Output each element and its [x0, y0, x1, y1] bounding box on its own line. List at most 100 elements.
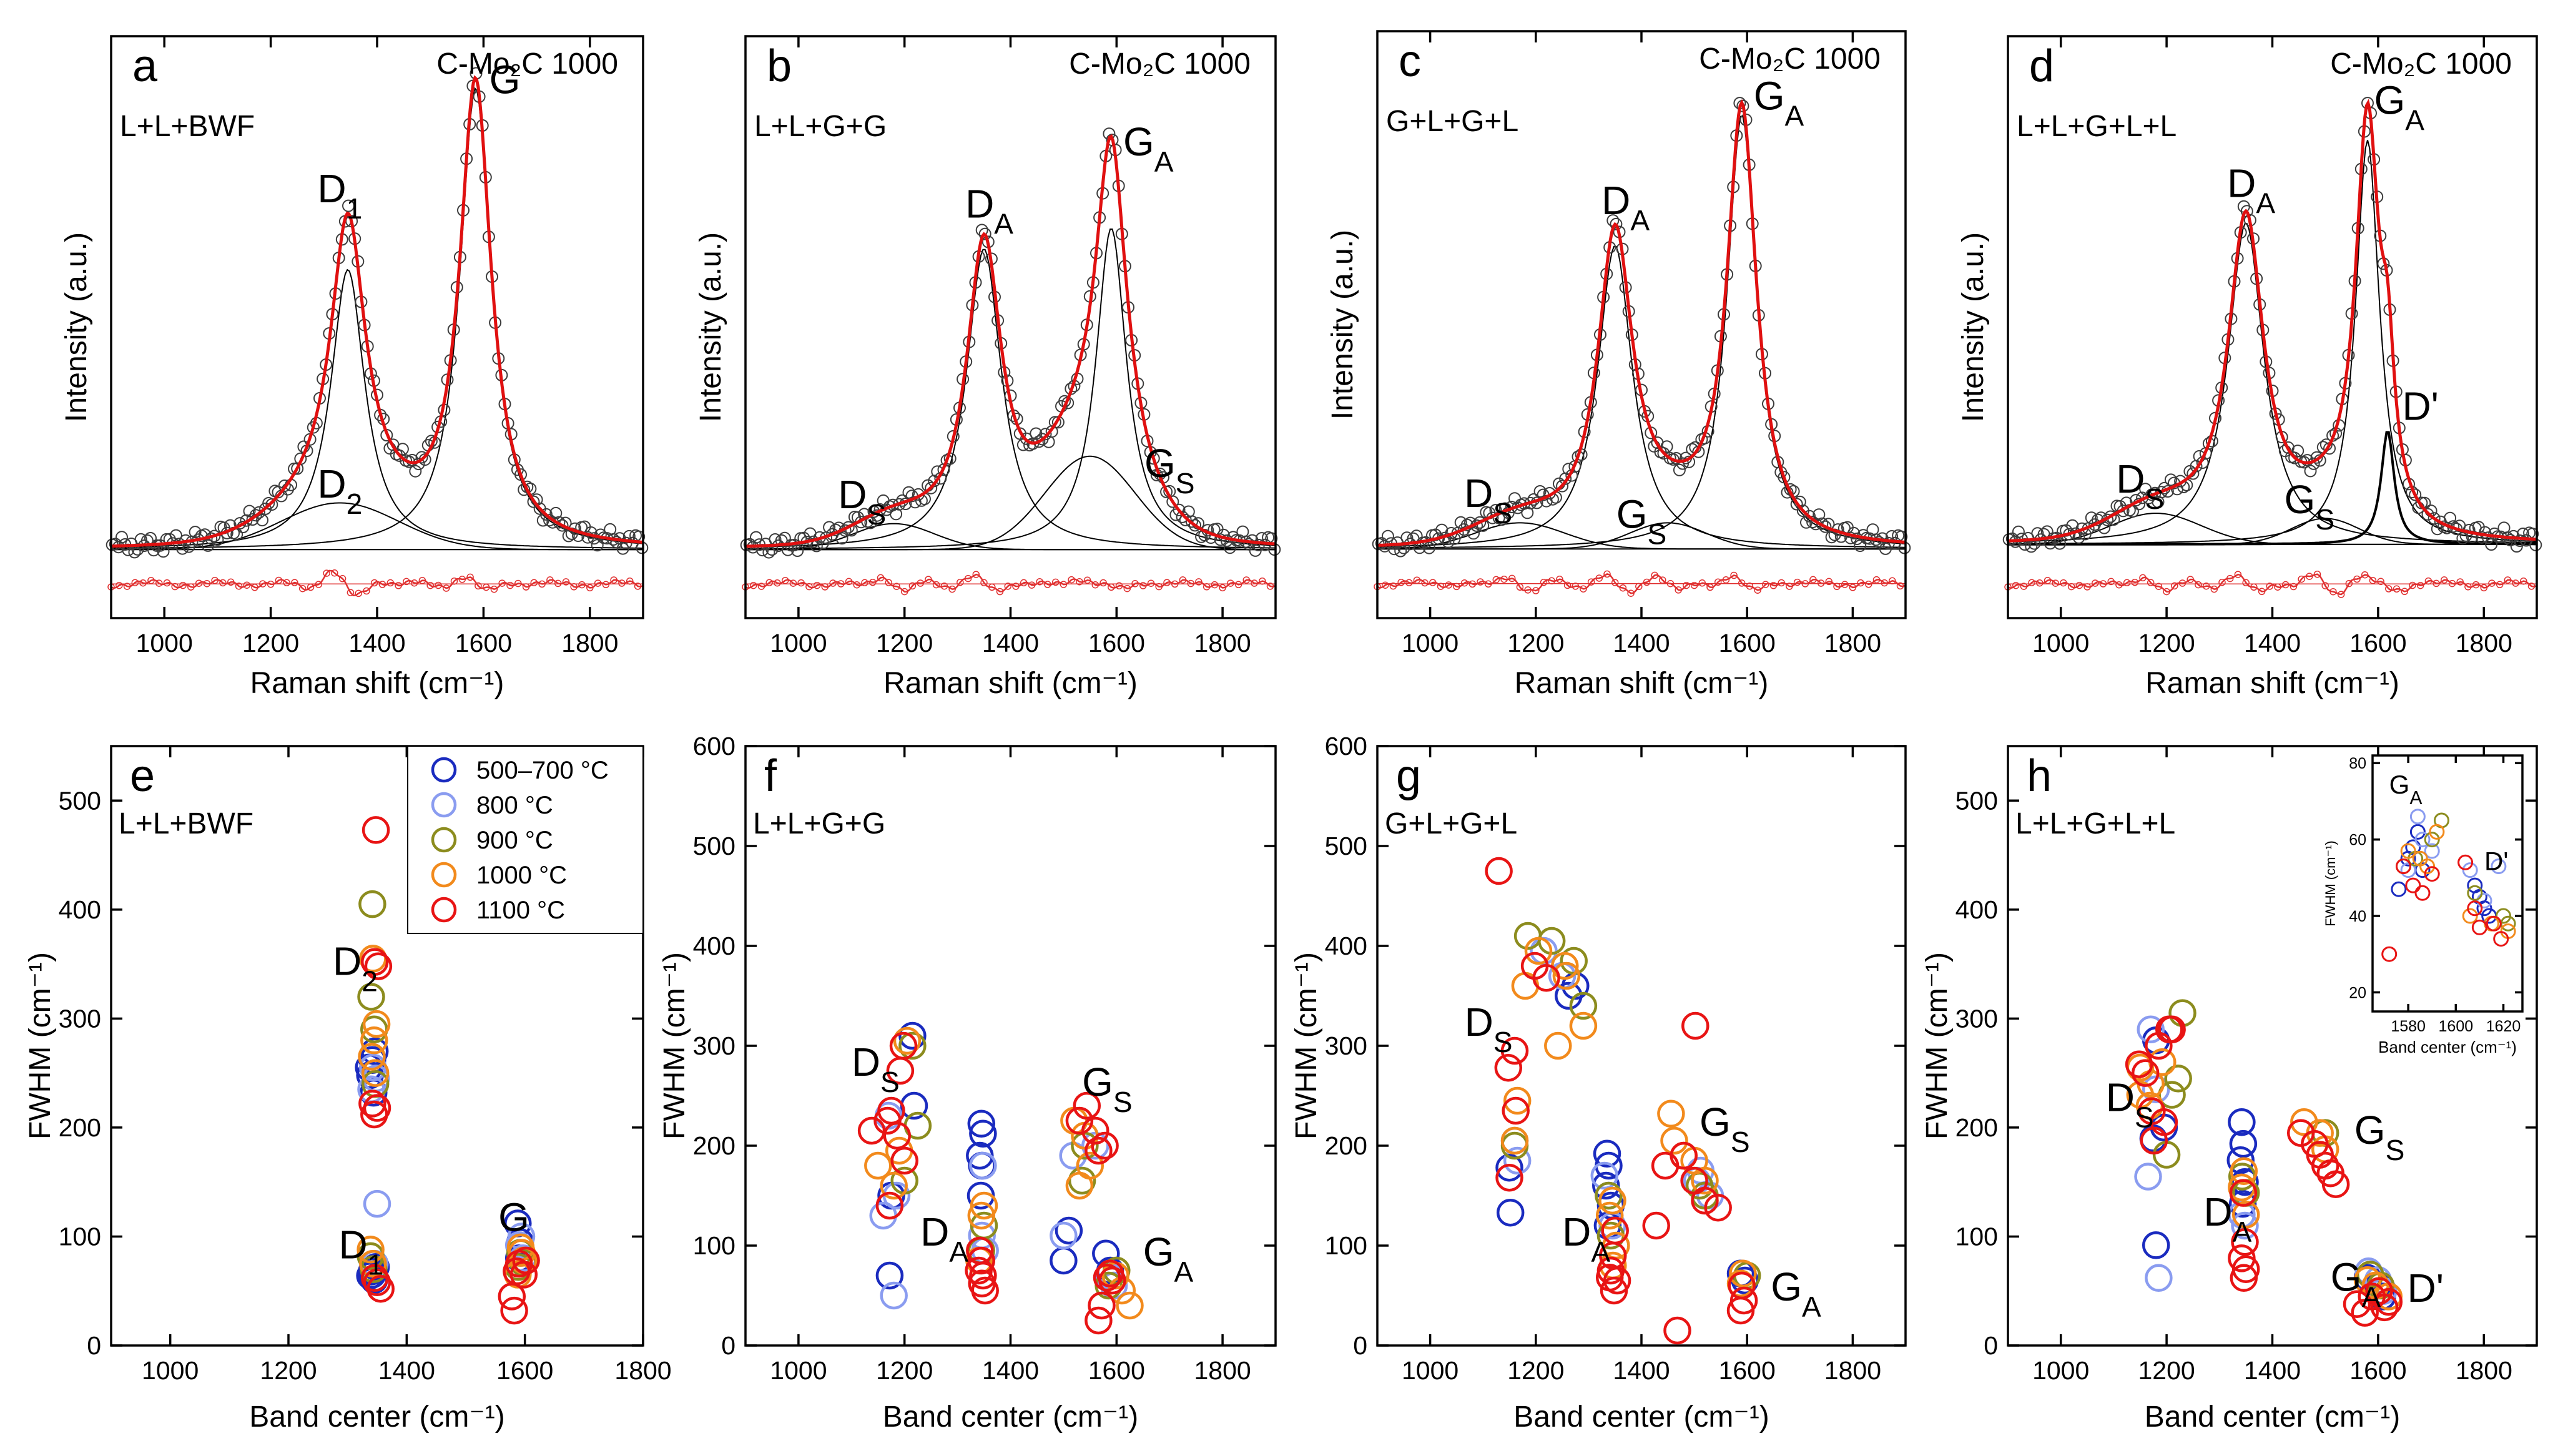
peak-label-sub: A [1591, 1236, 1610, 1268]
data-point [1657, 1099, 1685, 1128]
data-point [2125, 1050, 2153, 1078]
data-point [509, 1261, 538, 1289]
exp-point [1533, 485, 1547, 498]
data-point [969, 1261, 997, 1290]
data-point [1065, 1106, 1094, 1135]
data-point [2343, 1290, 2371, 1318]
y-tick-label: 0 [721, 1331, 735, 1360]
component-curve-1 [745, 229, 1276, 549]
peak-label: GS [1616, 492, 1667, 551]
exp-point [1166, 495, 1179, 508]
peak-label-main: D' [2407, 1266, 2443, 1311]
exp-point [556, 519, 569, 532]
data-point [2231, 1211, 2259, 1240]
residual-point [2028, 579, 2035, 586]
x-tick-label: 1200 [242, 629, 299, 657]
residual-point [2195, 581, 2202, 589]
peak-label-main: D [920, 1209, 949, 1254]
exp-point [1673, 463, 1686, 476]
data-point [2351, 1299, 2379, 1327]
exp-point [256, 514, 268, 527]
data-point [968, 1269, 996, 1298]
residual-point [789, 579, 797, 587]
data-point [2391, 881, 2407, 897]
peak-label-sub: S [1176, 467, 1195, 499]
data-point [2231, 1227, 2259, 1256]
data-point [2381, 946, 2398, 962]
peak-label-sub: S [1493, 497, 1512, 529]
spectrum-panel-a: 1000 1200 1400 1600 1800 Raman shift (cm⁻¹) In… [60, 35, 649, 700]
data-point [1691, 1186, 1719, 1215]
data-point [965, 1256, 993, 1285]
data-point [1485, 857, 1513, 885]
exp-point [902, 486, 915, 499]
data-point [970, 1191, 998, 1220]
x-tick-label: 1200 [260, 1356, 317, 1385]
residual-point [957, 578, 964, 586]
y-axis-label: Intensity (a.u.) [1957, 232, 1990, 422]
peak-label: DA [1601, 178, 1650, 237]
exp-point [2482, 531, 2495, 544]
peak-label-main: D [333, 939, 362, 984]
data-point [864, 1151, 892, 1180]
data-point [2462, 908, 2478, 924]
peak-label-sub: S [867, 498, 887, 531]
peak-label: GS [1144, 441, 1195, 499]
peak-label: GS [1700, 1099, 1750, 1158]
peak-label-main: G [1123, 119, 1154, 164]
data-point [967, 1109, 996, 1138]
x-tick-label: 1000 [136, 629, 193, 657]
peak-label-sub: A [949, 1236, 968, 1268]
series-4 [358, 816, 540, 1325]
data-point [898, 1031, 927, 1060]
data-point [2228, 1108, 2256, 1136]
data-point [1590, 1161, 1619, 1190]
exp-point [1020, 432, 1033, 445]
legend-marker [431, 757, 457, 783]
peak-label-sub: S [2145, 483, 2164, 515]
x-tick-label: 1800 [561, 629, 618, 657]
residual-point [1762, 581, 1769, 588]
peak-label-sub: A [2361, 1281, 2381, 1314]
peak-label: GA [1771, 1264, 1821, 1323]
peak-label-sub: A [1784, 100, 1804, 132]
peak-label: D' [2484, 847, 2508, 876]
data-point [1085, 1136, 1113, 1165]
peak-label-main: D [1464, 471, 1493, 516]
residual-point [1492, 576, 1500, 584]
data-point [2424, 843, 2440, 859]
residual-point [1738, 579, 1746, 587]
exp-point [2444, 511, 2457, 524]
exp-point [2240, 205, 2253, 218]
y-tick-label: 400 [59, 895, 101, 924]
legend-label: 800 °C [476, 792, 553, 819]
exp-point [750, 531, 762, 544]
data-point [2142, 1231, 2170, 1259]
exp-point [2415, 496, 2428, 509]
data-point [1569, 991, 1598, 1020]
residual-point [1004, 583, 1012, 590]
component-curve-0 [111, 268, 643, 549]
model-label: L+L+BWF [119, 807, 253, 840]
y-tick-label: 400 [1955, 895, 1998, 924]
x-tick-label: 1200 [876, 629, 933, 657]
peak-label: GA [1123, 119, 1174, 178]
peak-label-sub: S [1731, 1126, 1750, 1158]
exp-point [1375, 537, 1388, 550]
data-point [1544, 1031, 1572, 1060]
residual-point [2385, 585, 2393, 593]
data-point [1552, 962, 1581, 990]
data-point [1081, 1131, 1109, 1160]
peak-label-main: G [1771, 1264, 1802, 1309]
peak-label-main: G [498, 1195, 529, 1240]
exp-point [278, 480, 291, 492]
fit-curve [1377, 99, 1906, 547]
exp-point [1242, 538, 1256, 551]
y-tick-label: 400 [1325, 932, 1367, 960]
peak-label-sub: 1 [368, 1248, 384, 1281]
y-tick-label: 100 [1325, 1231, 1367, 1260]
data-point [2370, 1293, 2399, 1322]
data-point [1495, 1163, 1523, 1192]
x-tick-label: 1400 [982, 629, 1039, 657]
exp-point [1657, 447, 1670, 460]
